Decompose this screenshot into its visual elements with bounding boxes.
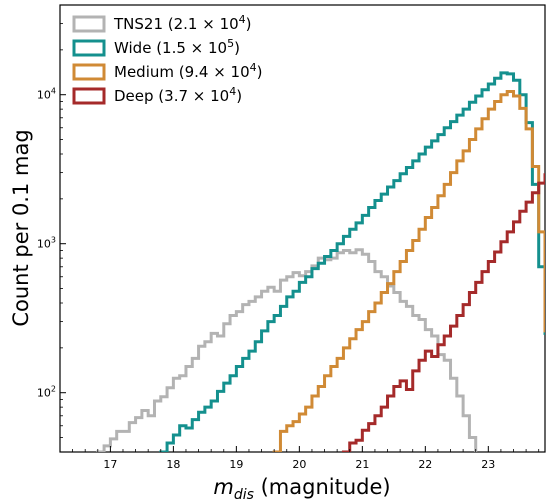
legend-label-medium: Medium (9.4 × 104) [114,61,263,81]
x-tick-label: 21 [355,458,369,471]
legend-label-tns21: TNS21 (2.1 × 104) [113,13,252,33]
x-tick-label: 22 [418,458,432,471]
y-tick-label: 103 [37,236,56,251]
x-axis: 17 18 19 20 21 22 23 [59,446,540,471]
legend-swatch-wide [72,39,106,57]
x-tick-label: 19 [229,458,243,471]
x-tick-label: 17 [103,458,117,471]
x-axis-title-unit: (magnitude) [254,475,391,499]
histogram-series-medium [272,90,545,452]
x-axis-title: mdis (magnitude) [213,475,390,501]
x-tick-label: 18 [166,458,180,471]
histogram-series-deep [341,173,545,452]
y-axis-title: Count per 0.1 mag [9,129,33,326]
plot-area: 17 18 19 20 21 22 23 102 103 104 [37,4,546,471]
legend-label-wide: Wide (1.5 × 105) [114,37,240,57]
y-tick-label: 102 [37,385,56,400]
histogram-series-tns21 [96,248,478,452]
y-axis: 102 103 104 [37,4,66,453]
legend-label-deep: Deep (3.7 × 104) [114,85,242,105]
x-axis-title-subscript: dis [234,487,254,501]
legend-swatch-medium [72,63,106,81]
y-tick-label: 104 [37,87,56,102]
series-group [96,71,545,452]
plot-frame [59,4,546,453]
x-tick-label: 20 [292,458,306,471]
legend: TNS21 (2.1 × 104) Wide (1.5 × 105) Medium … [72,13,263,105]
x-tick-label: 23 [481,458,495,471]
legend-swatch-deep [72,87,106,105]
x-axis-title-symbol: m [213,475,233,499]
legend-swatch-tns21 [72,15,106,33]
histogram-series-wide [159,71,545,452]
